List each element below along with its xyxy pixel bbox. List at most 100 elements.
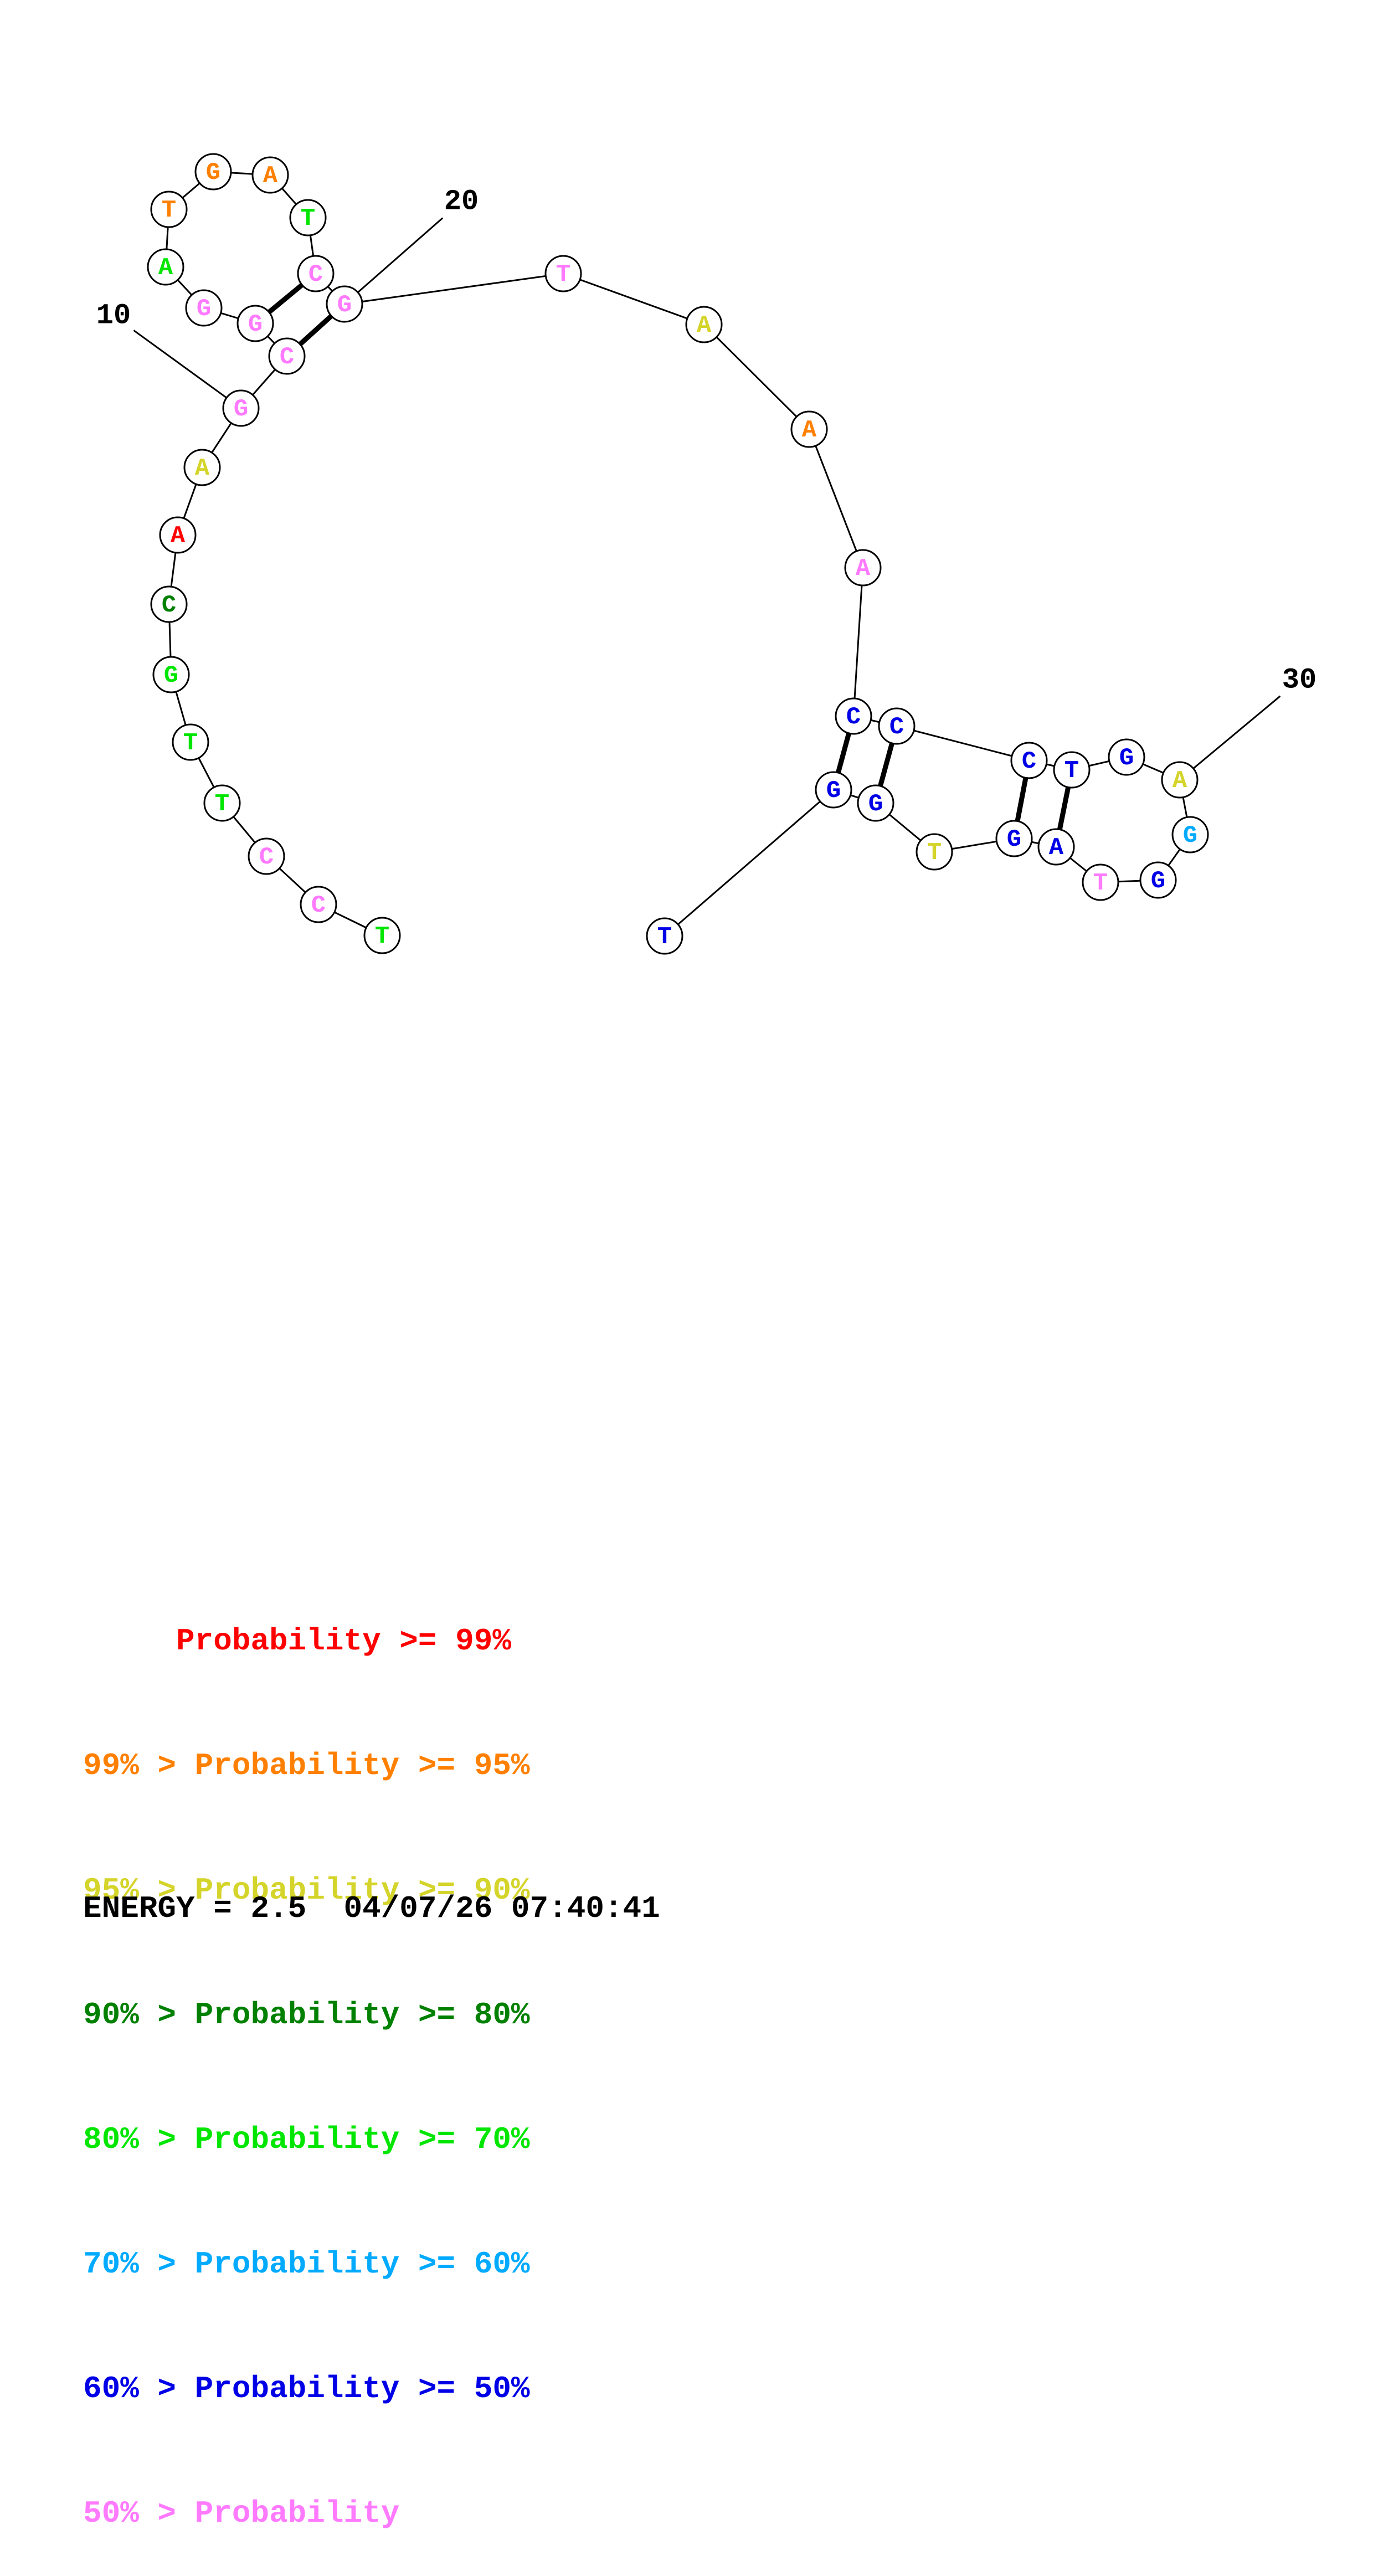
nucleotide-letter: G (234, 395, 248, 423)
nucleotide-node: T (916, 833, 953, 871)
nucleotide-node: T (544, 255, 582, 292)
nucleotide-letter: C (259, 844, 274, 871)
nucleotide-circle (1139, 861, 1177, 899)
nucleotide-letter: G (1151, 867, 1165, 895)
nucleotide-circle (646, 917, 683, 955)
nucleotide-node: T (172, 723, 209, 761)
nucleotide-letter: G (206, 159, 220, 187)
nucleotide-node: T (1053, 751, 1091, 789)
nucleotide-circle (544, 255, 582, 292)
energy-timestamp: ENERGY = 2.5 04/07/26 07:40:41 (83, 1891, 660, 1926)
nucleotide-letter: G (1183, 822, 1197, 850)
nucleotide-circle (1037, 828, 1075, 866)
backbone-segment (344, 272, 564, 305)
nucleotide-node: C (300, 886, 337, 923)
nucleotide-node: G (857, 784, 894, 822)
nucleotide-circle (251, 156, 289, 194)
nucleotide-letter: C (280, 343, 294, 371)
nucleotide-node: G (236, 305, 274, 342)
nucleotide-circle (1171, 816, 1209, 853)
probability-legend: Probability >= 99% 99% > Probability >= … (83, 1538, 530, 2576)
nucleotide-node: T (150, 191, 188, 228)
nucleotide-circle (1108, 738, 1145, 776)
nucleotide-circle (300, 886, 337, 923)
nucleotide-letter: C (311, 892, 326, 919)
nucleotide-circle (268, 337, 306, 375)
backbone-segment (896, 725, 1030, 762)
nucleotide-letter: G (337, 291, 352, 319)
legend-line: 95% > Probability >= 90% (83, 1873, 530, 1908)
nucleotide-letter: T (215, 790, 229, 818)
nucleotide-circle (685, 306, 723, 343)
nucleotide-letter: A (1173, 767, 1187, 795)
legend-line: Probability >= 99% (83, 1623, 511, 1659)
nucleotide-circle (326, 285, 363, 323)
nucleotide-circle (995, 820, 1033, 857)
nucleotide-circle (1010, 742, 1048, 779)
nucleotide-letter: G (197, 295, 211, 323)
nucleotide-node: G (152, 656, 190, 693)
nucleotide-letter: A (697, 312, 712, 340)
nucleotide-letter: A (263, 162, 278, 190)
nucleotide-circle (203, 784, 241, 822)
nucleotide-letter: A (171, 522, 186, 550)
nucleotide-letter: C (162, 592, 176, 619)
nucleotide-letter: A (802, 417, 817, 444)
nucleotide-circle (150, 585, 188, 623)
nucleotide-letter: T (1065, 757, 1079, 785)
nucleotide-circle (248, 837, 285, 875)
nucleotide-node: T (363, 917, 401, 954)
nucleotide-node: A (159, 516, 197, 554)
nucleotide-circle (147, 248, 184, 286)
nucleotide-circle (857, 784, 894, 822)
nucleotide-letter: A (856, 555, 871, 583)
nucleotide-circle (185, 289, 223, 327)
nucleotide-node: A (790, 410, 828, 448)
legend-line: 70% > Probability >= 60% (83, 2246, 530, 2282)
nucleotide-node: C (835, 697, 872, 735)
nucleotide-circle (289, 199, 327, 236)
nucleotide-node: A (1161, 761, 1199, 799)
nucleotide-circle (152, 656, 190, 693)
nucleotide-circle (835, 697, 872, 735)
base-pair-lines (254, 271, 1074, 847)
nucleotide-letter: G (868, 790, 883, 818)
nucleotide-circle (1082, 863, 1119, 901)
backbone-segment (664, 789, 834, 937)
nucleotide-circle (297, 255, 335, 292)
backbone-segment (852, 567, 864, 717)
nucleotide-circle (1053, 751, 1091, 789)
nucleotide-node: A (844, 549, 882, 587)
nucleotide-letter: A (195, 455, 210, 482)
position-label: 20 (444, 186, 479, 218)
nucleotide-node: C (1010, 742, 1048, 779)
nucleotide-letter: T (183, 729, 198, 757)
legend-line: 80% > Probability >= 70% (83, 2122, 530, 2157)
nucleotide-letter: C (889, 713, 904, 741)
nucleotide-circle (194, 153, 232, 191)
nucleotide-circle (222, 389, 260, 427)
position-label-tick (1179, 695, 1281, 781)
backbone-segment (703, 323, 810, 430)
nucleotide-letter: T (375, 923, 389, 950)
nucleotide-node: G (815, 771, 852, 809)
nucleotide-node: G (995, 820, 1033, 857)
nucleotide-letter: C (846, 703, 861, 731)
position-label-tick (344, 217, 444, 305)
nucleotide-letter: T (556, 261, 570, 289)
nucleotide-circle (183, 449, 221, 486)
nucleotide-node: T (203, 784, 241, 822)
nucleotide-node: G (222, 389, 260, 427)
nucleotide-node: G (1139, 861, 1177, 899)
backbone-segment (563, 272, 705, 326)
nucleotide-circle (172, 723, 209, 761)
nucleotide-node: C (268, 337, 306, 375)
nucleotide-circle (150, 191, 188, 228)
nucleotide-node: A (147, 248, 184, 286)
nucleotide-circle (363, 917, 401, 954)
nucleotide-letter: C (1022, 748, 1036, 775)
nucleotide-letter: G (164, 662, 178, 690)
nucleotide-node: A (183, 449, 221, 486)
